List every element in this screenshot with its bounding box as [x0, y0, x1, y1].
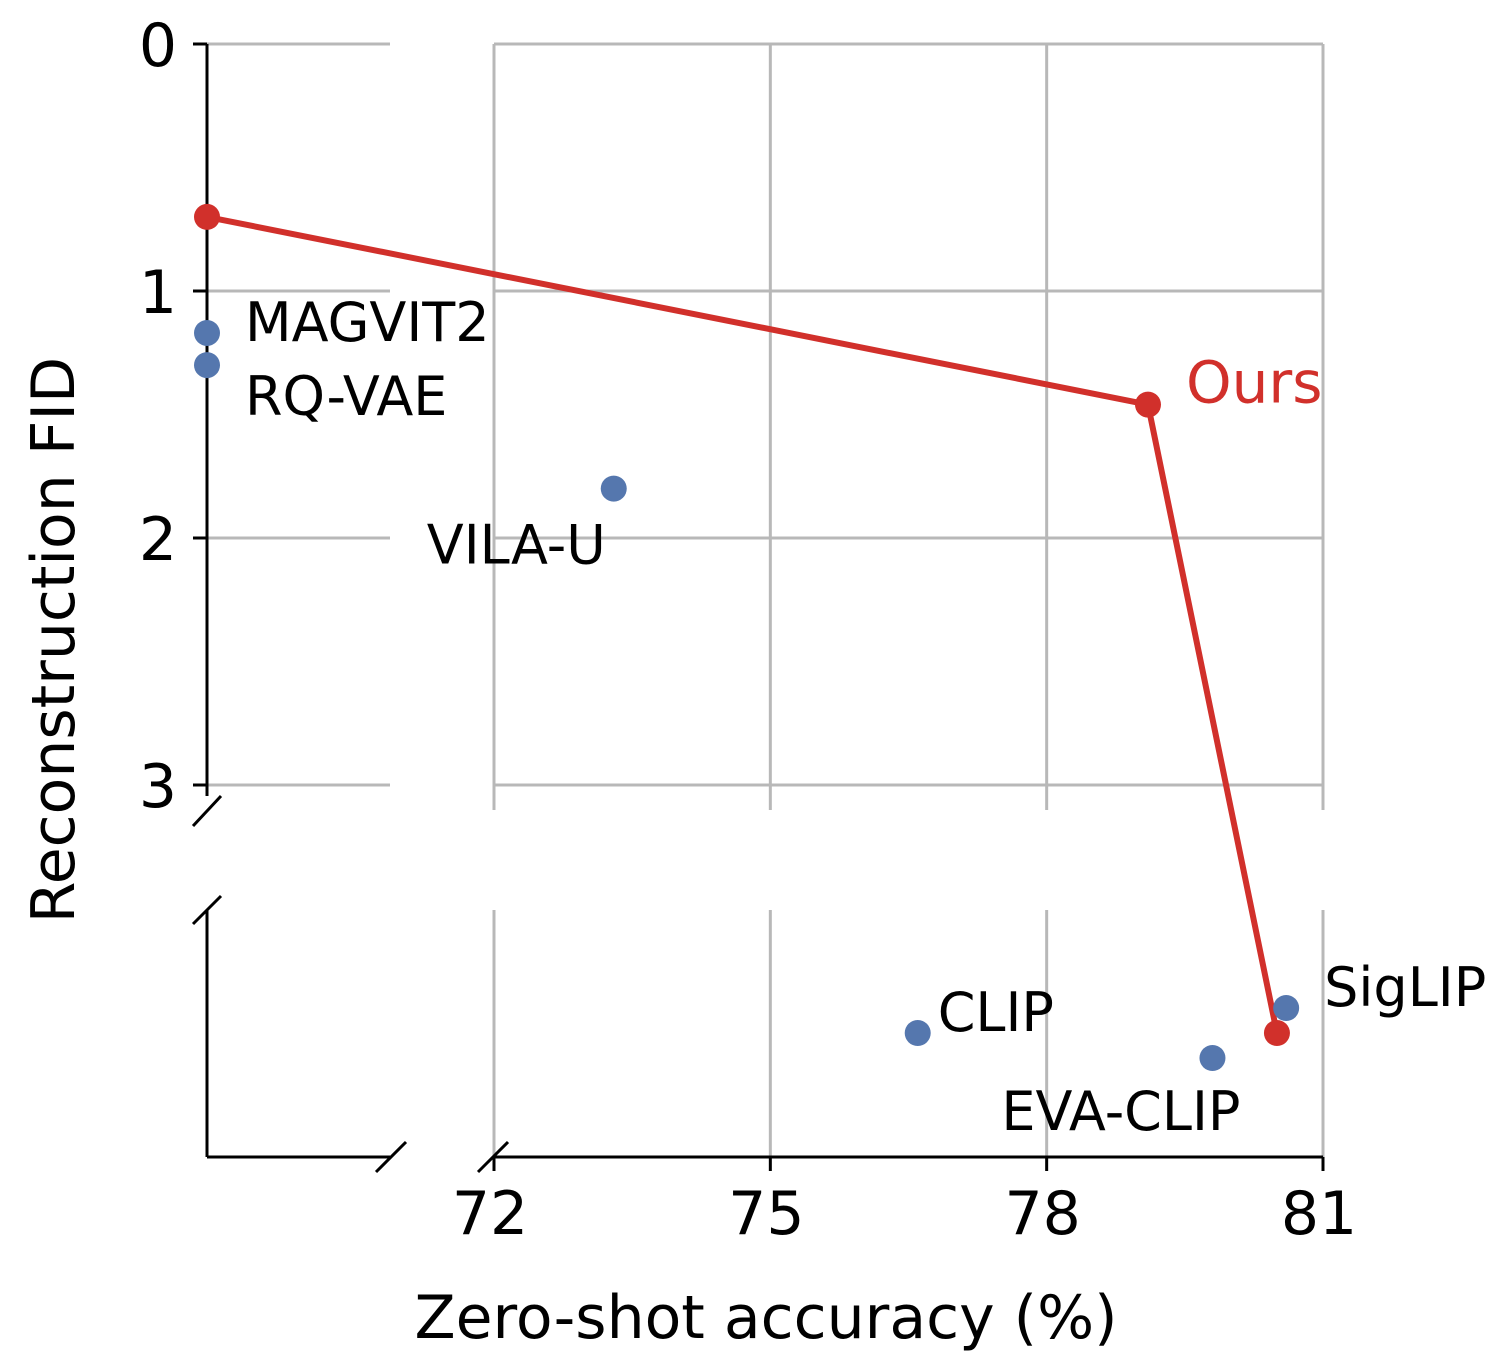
- x-axis-title: Zero-shot accuracy (%): [414, 1283, 1117, 1353]
- y-tick-label-0: 0: [139, 11, 177, 81]
- data-points: [194, 203, 1300, 1071]
- x-break-mark-left: [374, 1140, 408, 1174]
- axes: [191, 42, 1325, 1174]
- point-ours-3: [1263, 1020, 1290, 1046]
- y-axis-title: Reconstruction FID: [19, 357, 89, 924]
- label-vila-u: VILA-U: [427, 514, 606, 577]
- label-eva-clip: EVA-CLIP: [1001, 1080, 1240, 1143]
- label-rq-vae: RQ-VAE: [245, 365, 447, 428]
- y-break-mark-top: [191, 794, 223, 828]
- y-tick-label-3: 3: [139, 752, 177, 822]
- point-ours-2: [1134, 391, 1161, 418]
- y-tick-label-2: 2: [139, 505, 177, 575]
- tick-labels: 0 1 2 3 72 75 78 81: [139, 11, 1357, 1249]
- x-tick-label-81: 81: [1281, 1179, 1357, 1249]
- point-rq-vae: [194, 352, 220, 379]
- point-labels: MAGVIT2 RQ-VAE VILA-U CLIP EVA-CLIP SigLIP Our…: [245, 291, 1486, 1143]
- x-break-mark-right: [476, 1140, 510, 1174]
- y-tick-label-1: 1: [139, 258, 177, 328]
- label-magvit2: MAGVIT2: [245, 291, 490, 354]
- point-clip: [904, 1020, 931, 1046]
- point-eva-clip: [1199, 1045, 1226, 1071]
- point-siglip: [1273, 995, 1300, 1021]
- point-ours-1: [194, 203, 220, 230]
- x-tick-label-75: 75: [728, 1179, 804, 1249]
- label-siglip: SigLIP: [1324, 956, 1486, 1019]
- point-vila-u: [600, 475, 627, 502]
- grid-lines: [207, 42, 1325, 1157]
- y-break-mark-bottom: [191, 894, 223, 926]
- label-clip: CLIP: [938, 981, 1054, 1044]
- x-tick-label-78: 78: [1004, 1179, 1080, 1249]
- point-magvit2: [194, 319, 220, 346]
- x-tick-label-72: 72: [452, 1179, 528, 1249]
- label-ours: Ours: [1186, 349, 1322, 417]
